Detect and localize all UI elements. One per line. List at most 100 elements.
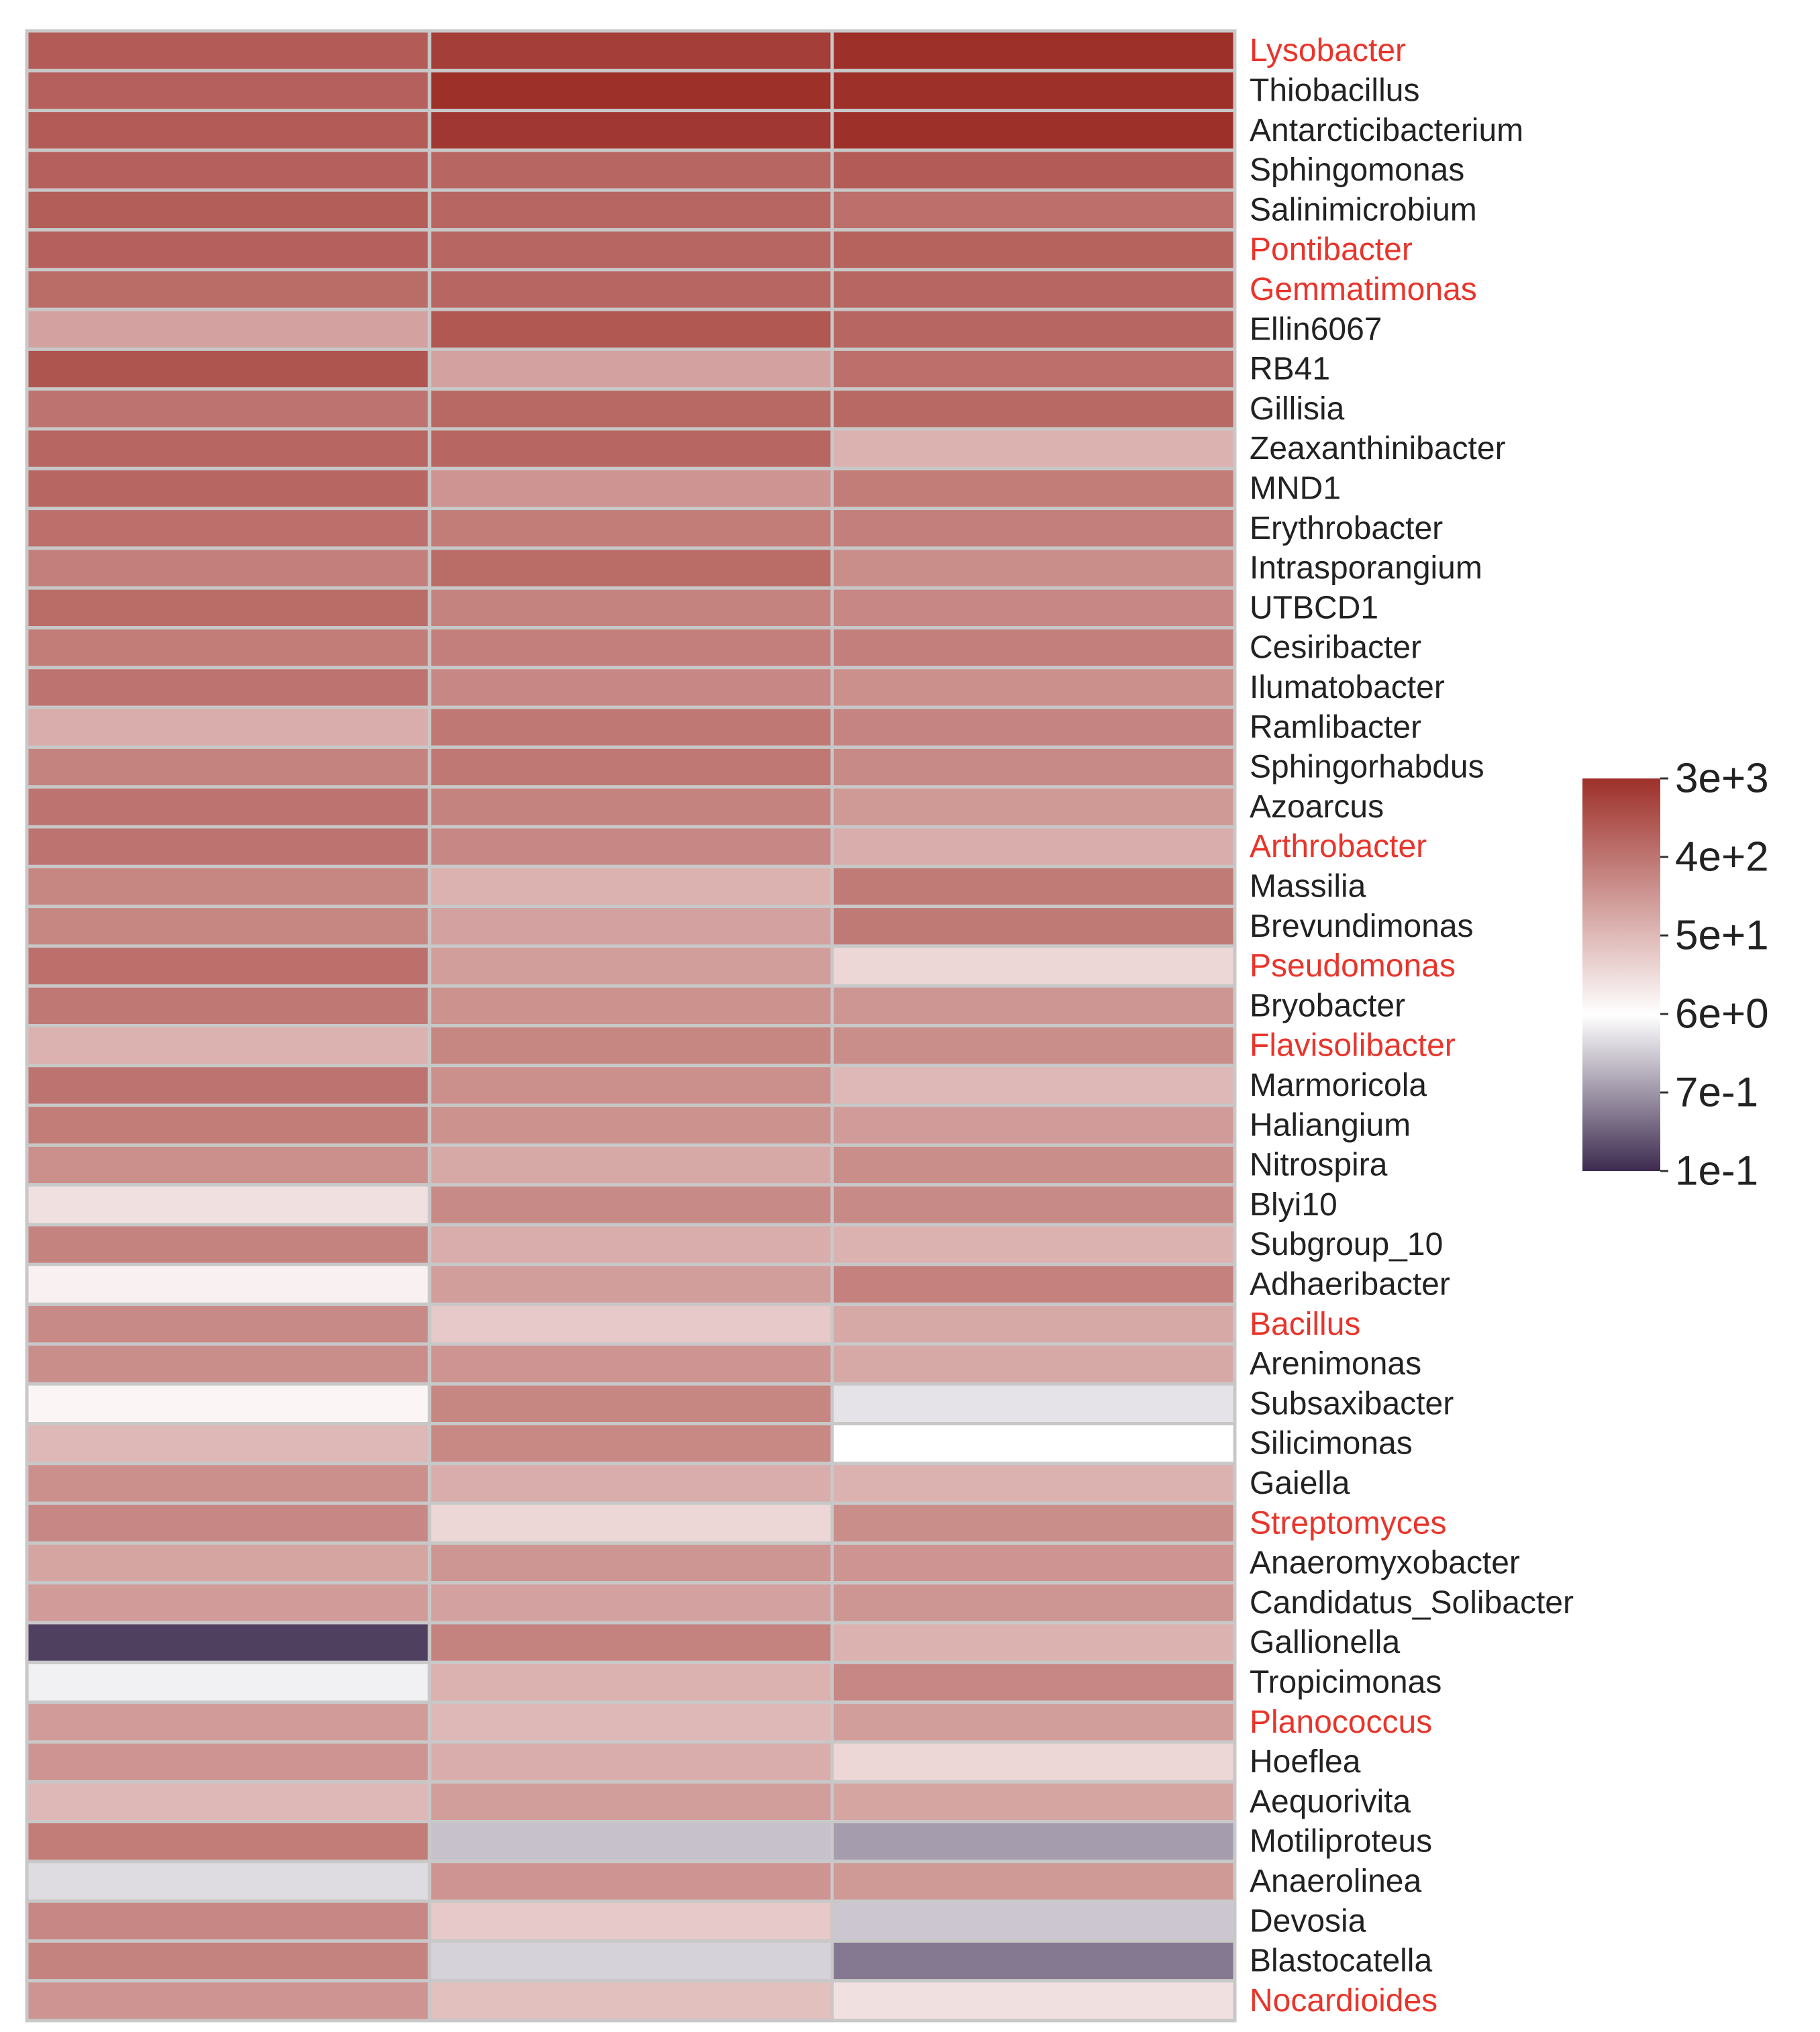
row-labels: Lysobacter Thiobacillus Antarcticibacteriu… — [1250, 33, 1574, 2019]
heatmap-cell — [427, 1262, 834, 1307]
row-label: Ramlibacter — [1250, 709, 1421, 745]
legend-tick-label: 7e-1 — [1675, 1070, 1758, 1116]
heatmap-cell — [830, 1979, 1237, 2023]
heatmap-cell — [427, 1422, 834, 1466]
row-label: Gillisia — [1250, 391, 1345, 427]
heatmap-cell — [427, 68, 834, 113]
row-label: Bryobacter — [1250, 988, 1405, 1023]
heatmap-cell — [25, 785, 432, 829]
row-label: Pseudomonas — [1250, 948, 1456, 984]
heatmap-cell — [25, 1262, 432, 1307]
heatmap-cell — [830, 745, 1237, 789]
heatmap-cell — [25, 864, 432, 909]
row-label: Anaerolinea — [1250, 1864, 1422, 1899]
heatmap-cell — [25, 268, 432, 311]
heatmap-cell — [25, 427, 432, 470]
heatmap-cell — [427, 1979, 834, 2023]
heatmap-cell — [25, 1382, 432, 1425]
heatmap-cell — [830, 1262, 1237, 1307]
heatmap-cell — [830, 944, 1237, 988]
heatmap-cell — [427, 666, 834, 709]
heatmap-cell — [25, 228, 432, 272]
heatmap-cell — [427, 228, 834, 272]
row-label: Nocardioides — [1250, 1983, 1437, 2019]
row-label: Gallionella — [1250, 1625, 1400, 1660]
heatmap-cell — [830, 1740, 1237, 1784]
heatmap-cell — [427, 1780, 834, 1823]
heatmap-cell — [830, 546, 1237, 590]
heatmap-cell — [25, 1422, 432, 1466]
row-label: Anaeromyxobacter — [1250, 1545, 1520, 1581]
heatmap-cell — [830, 1303, 1237, 1346]
row-label: Arthrobacter — [1250, 829, 1427, 864]
heatmap-cell — [830, 1064, 1237, 1107]
heatmap-cell — [830, 507, 1237, 550]
legend-tick-label: 3e+3 — [1675, 756, 1769, 802]
heatmap-cell — [427, 148, 834, 192]
heatmap-cell — [25, 1740, 432, 1784]
heatmap-cell — [830, 1939, 1237, 1983]
heatmap-cell — [25, 1621, 432, 1664]
heatmap-cell — [830, 626, 1237, 670]
heatmap-cell — [25, 984, 432, 1027]
heatmap-cell — [830, 1660, 1237, 1705]
heatmap-cell — [427, 1143, 834, 1187]
heatmap-cell — [427, 307, 834, 351]
heatmap-cell — [830, 1621, 1237, 1664]
heatmap-cell — [830, 68, 1237, 113]
heatmap-cell — [25, 1103, 432, 1147]
heatmap-cell — [25, 626, 432, 670]
heatmap-cell — [427, 626, 834, 670]
heatmap-cell — [25, 745, 432, 789]
heatmap-cell — [427, 1342, 834, 1386]
heatmap-cell — [830, 1422, 1237, 1466]
heatmap-cell — [830, 705, 1237, 749]
row-label: RB41 — [1250, 352, 1330, 387]
heatmap-cell — [25, 944, 432, 988]
row-label: Zeaxanthinibacter — [1250, 431, 1506, 466]
heatmap-cell — [25, 666, 432, 709]
row-label: Massilia — [1250, 868, 1366, 904]
heatmap-cell — [25, 1860, 432, 1903]
heatmap-cell — [830, 427, 1237, 470]
heatmap-cell — [427, 1064, 834, 1107]
heatmap-cell — [830, 1780, 1237, 1823]
row-label: Cesiribacter — [1250, 630, 1421, 666]
heatmap-cell — [25, 188, 432, 232]
heatmap-cell — [830, 268, 1237, 311]
row-label: Hoeflea — [1250, 1744, 1361, 1780]
heatmap-cell — [25, 29, 432, 72]
heatmap-cell — [427, 1899, 834, 1943]
heatmap-cell — [427, 347, 834, 391]
legend-tick-label: 4e+2 — [1675, 834, 1769, 880]
row-label: Sphingorhabdus — [1250, 750, 1484, 785]
row-label: Silicimonas — [1250, 1426, 1413, 1462]
legend-tick-label: 1e-1 — [1675, 1148, 1758, 1195]
heatmap-cell — [830, 387, 1237, 431]
heatmap-cell — [427, 466, 834, 511]
heatmap-cell — [830, 1501, 1237, 1545]
row-label: Nitrospira — [1250, 1148, 1388, 1183]
row-label: Gaiella — [1250, 1466, 1350, 1501]
heatmap-cell — [25, 586, 432, 630]
heatmap-cell — [830, 1820, 1237, 1864]
heatmap-cell — [25, 1462, 432, 1505]
row-label: Erythrobacter — [1250, 511, 1443, 546]
heatmap-cell — [25, 1581, 432, 1625]
heatmap-cell — [830, 1581, 1237, 1625]
heatmap-cell — [25, 705, 432, 749]
heatmap-cell — [427, 29, 834, 72]
heatmap-cell — [25, 1979, 432, 2023]
row-label: Blyi10 — [1250, 1187, 1337, 1223]
heatmap-cell — [427, 825, 834, 868]
heatmap-cell — [427, 1939, 834, 1983]
heatmap-cell — [427, 1183, 834, 1227]
row-label: Subsaxibacter — [1250, 1386, 1454, 1421]
heatmap-cell — [25, 1024, 432, 1068]
row-label: Blastocatella — [1250, 1943, 1432, 1979]
heatmap-cell — [25, 1700, 432, 1744]
heatmap-cell — [427, 984, 834, 1027]
heatmap-cell — [830, 1342, 1237, 1386]
row-label: Thiobacillus — [1250, 72, 1419, 108]
